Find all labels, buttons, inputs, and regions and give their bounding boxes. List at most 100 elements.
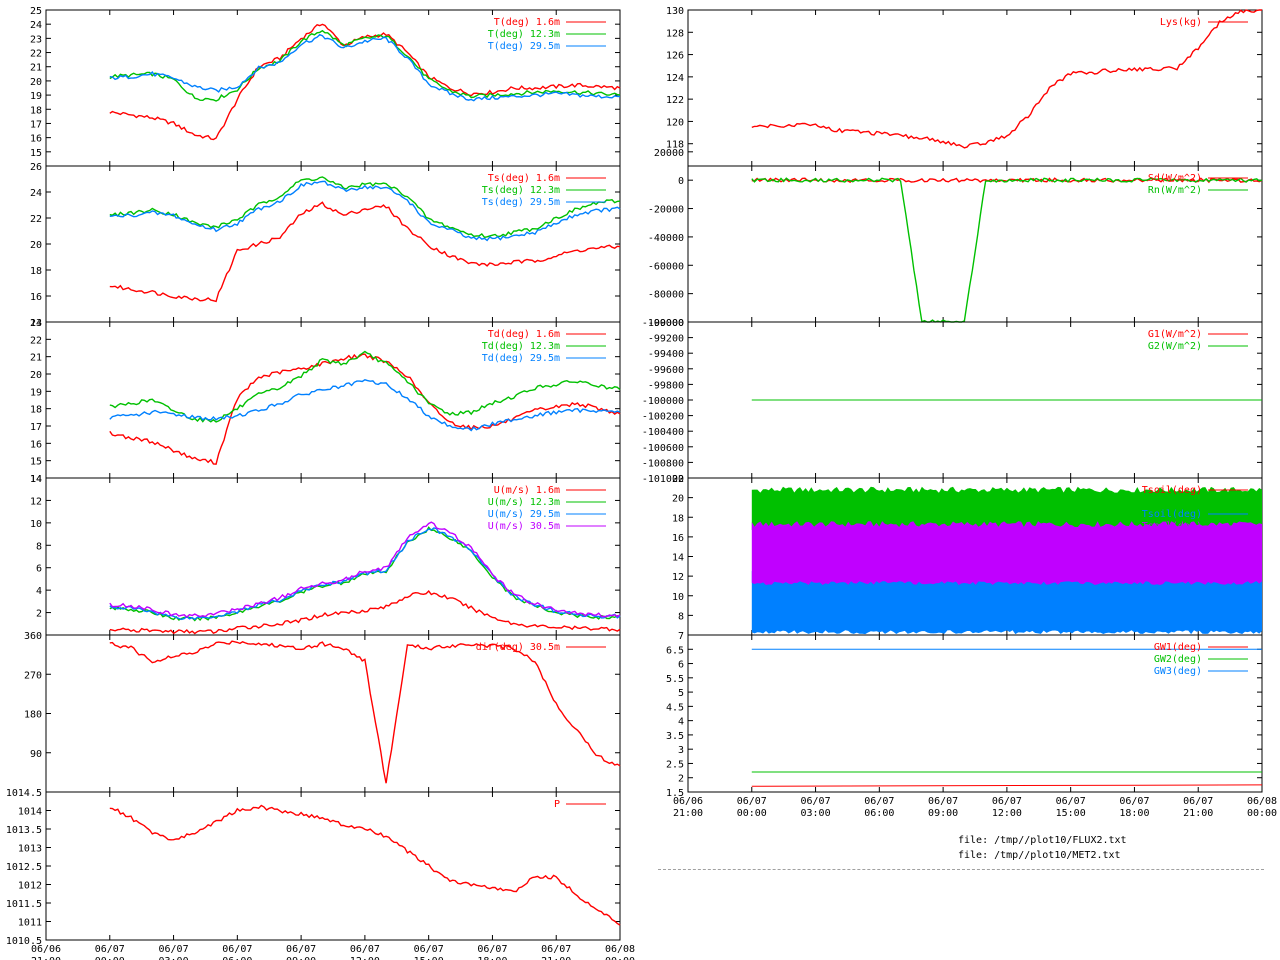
y-tick-label: 120 (666, 117, 684, 128)
y-tick-label: 23 (30, 34, 42, 45)
y-tick-label: 20 (30, 77, 42, 88)
y-tick-label: 2.5 (666, 759, 684, 770)
x-tick-label: 06/07 (95, 944, 125, 955)
x-tick-label: 06/07 (1056, 796, 1086, 807)
y-tick-label: 1012 (18, 881, 42, 892)
y-tick-label: -101000 (642, 474, 684, 485)
y-tick-label: 15 (30, 148, 42, 159)
x-tick-label: 06/07 (928, 796, 958, 807)
series-line (109, 201, 621, 303)
x-tick-label: 18:00 (1119, 808, 1149, 819)
y-tick-label: 3 (678, 745, 684, 756)
series-line (109, 590, 621, 635)
y-tick-label: 16 (30, 134, 42, 145)
series-line (109, 353, 621, 465)
y-tick-label: 14 (30, 318, 42, 329)
series-line (109, 33, 621, 102)
y-tick-label: 6.5 (666, 645, 684, 656)
plot-frame (45, 791, 621, 941)
y-tick-label: -100600 (642, 443, 684, 454)
y-tick-label: 12 (30, 496, 42, 507)
y-tick-label: 19 (30, 91, 42, 102)
y-tick-label: 22 (30, 335, 42, 346)
y-tick-label: 21 (30, 63, 42, 74)
x-tick-label: 03:00 (159, 956, 189, 960)
y-tick-label: 1010.5 (6, 936, 42, 947)
y-tick-label: 20 (30, 370, 42, 381)
y-tick-label: -100000 (642, 318, 684, 329)
y-tick-label: -100000 (642, 396, 684, 407)
x-tick-label: 09:00 (286, 956, 316, 960)
x-tick-label: 06/07 (992, 796, 1022, 807)
x-tick-label: 06/07 (414, 944, 444, 955)
y-tick-label: 18 (30, 266, 42, 277)
y-tick-label: 5 (678, 688, 684, 699)
x-tick-label: 09:00 (928, 808, 958, 819)
y-tick-label: 180 (24, 710, 42, 721)
x-tick-label: 00:00 (737, 808, 767, 819)
y-tick-label: 21 (30, 353, 42, 364)
legend-label: T(deg) 12.3m (488, 29, 560, 40)
legend-label: Rn(W/m^2) (1148, 185, 1202, 196)
y-tick-label: 1013 (18, 844, 42, 855)
x-tick-label: 21:00 (673, 808, 703, 819)
x-tick-label: 15:00 (414, 956, 444, 960)
series-band (751, 570, 1262, 635)
y-tick-label: 16 (672, 533, 684, 544)
series-line (751, 177, 1263, 323)
x-tick-label: 00:00 (95, 956, 125, 960)
y-tick-label: 20000 (654, 148, 684, 159)
y-tick-label: 1011 (18, 918, 42, 929)
file-path: file: /tmp//plot10/MET2.txt (958, 850, 1121, 861)
y-tick-label: 4.5 (666, 702, 684, 713)
legend-label: T(deg) 1.6m (494, 17, 560, 28)
y-tick-label: 17 (30, 422, 42, 433)
legend-label: Ts(deg) 12.3m (482, 185, 560, 196)
legend-label: Td(deg) 12.3m (482, 341, 560, 352)
y-tick-label: 0 (678, 176, 684, 187)
x-tick-label: 06/07 (286, 944, 316, 955)
series-line (109, 804, 621, 926)
x-tick-label: 06/08 (1247, 796, 1277, 807)
x-tick-label: 06/07 (737, 796, 767, 807)
y-tick-label: 1011.5 (6, 899, 42, 910)
y-tick-label: -99800 (648, 380, 684, 391)
y-tick-label: 26 (30, 162, 42, 173)
y-tick-label: 10 (672, 592, 684, 603)
series-line (109, 176, 621, 239)
series-line (109, 640, 621, 784)
x-tick-label: 06/07 (541, 944, 571, 955)
x-tick-label: 06/07 (1183, 796, 1213, 807)
x-tick-label: 06:00 (864, 808, 894, 819)
x-tick-label: 06/06 (673, 796, 703, 807)
legend-label: Tsoil(deg) (1142, 485, 1202, 496)
y-tick-label: -20000 (648, 205, 684, 216)
x-tick-label: 06/07 (801, 796, 831, 807)
y-tick-label: -100800 (642, 458, 684, 469)
legend-label: T(deg) 29.5m (488, 41, 560, 52)
y-tick-label: 126 (666, 51, 684, 62)
legend-label: P (554, 799, 560, 810)
x-tick-label: 06/07 (350, 944, 380, 955)
file-list: file: /tmp//plot10/FLUX2.txt file: /tmp/… (958, 833, 1127, 863)
x-tick-label: 06/07 (477, 944, 507, 955)
x-tick-label: 06/08 (605, 944, 635, 955)
x-tick-label: 06:00 (222, 956, 252, 960)
y-tick-label: 2 (678, 774, 684, 785)
series-band (751, 521, 1262, 585)
y-tick-label: 20 (672, 494, 684, 505)
y-tick-label: -99400 (648, 349, 684, 360)
x-tick-label: 18:00 (477, 956, 507, 960)
y-tick-label: -100400 (642, 427, 684, 438)
legend-label: G1(W/m^2) (1148, 329, 1202, 340)
legend-label: Lys(kg) (1160, 17, 1202, 28)
x-tick-label: 00:00 (1247, 808, 1277, 819)
series-line (109, 379, 621, 432)
x-tick-label: 00:00 (605, 956, 635, 960)
y-tick-label: 1014 (18, 807, 42, 818)
y-tick-label: 1.5 (666, 788, 684, 799)
legend-label: G2(W/m^2) (1148, 341, 1202, 352)
series-line (751, 784, 1263, 787)
y-tick-label: 12 (672, 572, 684, 583)
